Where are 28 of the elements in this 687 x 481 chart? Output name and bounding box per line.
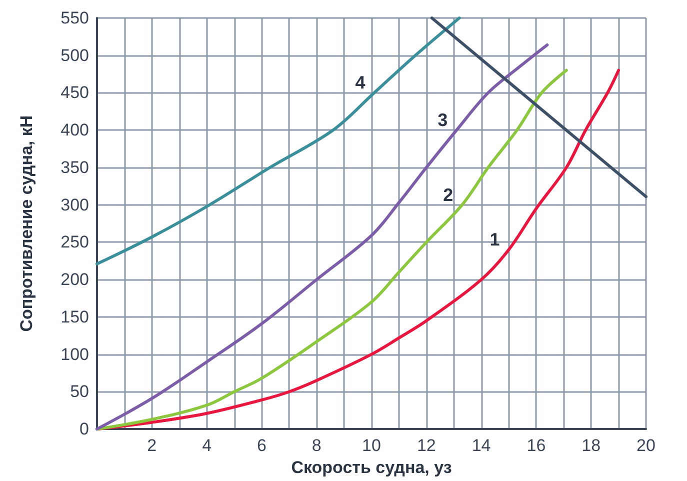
y-tick-label: 200 xyxy=(60,270,89,290)
x-tick-label: 10 xyxy=(362,436,381,456)
y-tick-label: 500 xyxy=(60,46,89,65)
series-label: 2 xyxy=(443,184,454,205)
line-series xyxy=(96,16,461,266)
y-tick-label: 400 xyxy=(60,120,89,140)
y-tick-label: 550 xyxy=(60,8,89,28)
y-tick-label: 450 xyxy=(60,83,89,102)
x-tick-label: 16 xyxy=(526,436,546,456)
y-tick-label: 150 xyxy=(60,307,89,326)
x-axis-title: Скорость судна, уз xyxy=(291,458,452,477)
x-tick-label: 20 xyxy=(636,436,656,456)
x-tick-label: 8 xyxy=(312,436,322,456)
x-tick-label: 14 xyxy=(472,436,491,456)
y-tick-label: 350 xyxy=(60,158,89,177)
x-tick-label: 6 xyxy=(256,436,266,456)
y-tick-label: 300 xyxy=(60,195,89,214)
y-tick-label: 100 xyxy=(60,344,89,364)
y-tick-label: 50 xyxy=(70,382,89,402)
x-tick-label: 4 xyxy=(202,436,212,456)
x-tick-label: 12 xyxy=(416,436,436,456)
x-tick-label: 2 xyxy=(147,436,157,456)
series-label: 3 xyxy=(438,110,448,130)
y-tick-label: 250 xyxy=(60,232,89,252)
x-tick-label: 18 xyxy=(582,436,601,456)
y-tick-label: 0 xyxy=(80,420,89,439)
y-axis-title: Сопротивление судна, кН xyxy=(17,115,36,332)
series-label: 4 xyxy=(355,72,366,93)
